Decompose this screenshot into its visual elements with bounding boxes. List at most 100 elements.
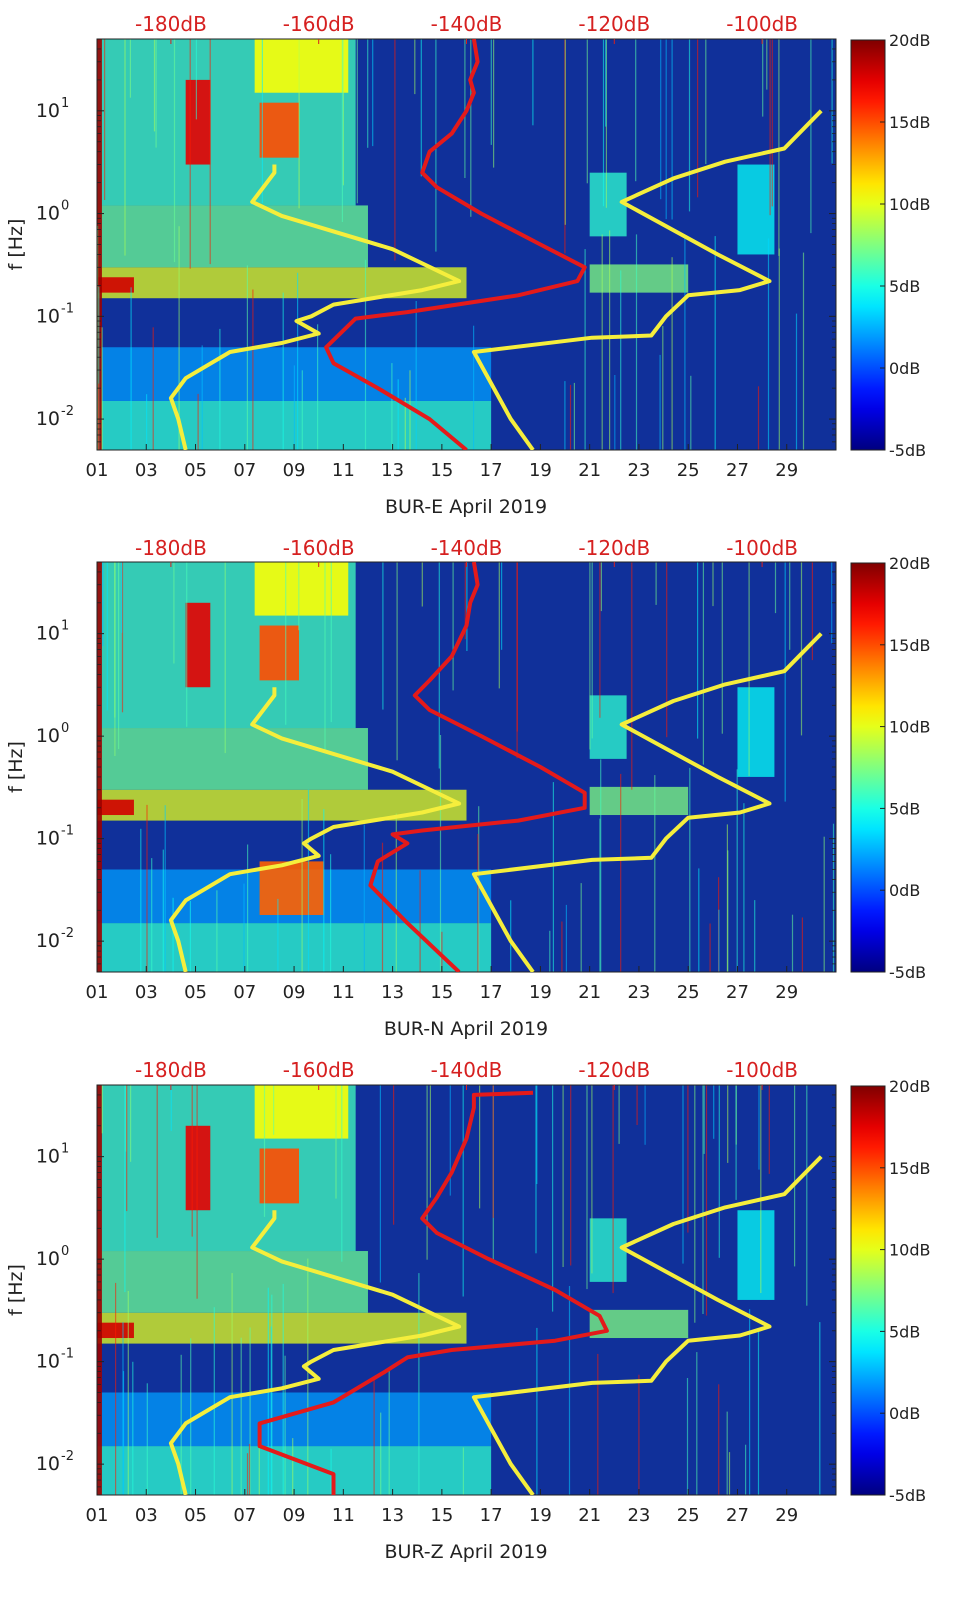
spectrogram-streak bbox=[102, 562, 104, 646]
x-tick-label: 29 bbox=[775, 982, 798, 1003]
spectrogram-streak bbox=[728, 1452, 731, 1495]
spectrogram-streak bbox=[180, 1354, 182, 1495]
colorbar-tick-label: -5dB bbox=[889, 963, 926, 982]
spectrogram-streak bbox=[767, 238, 770, 450]
top-db-tick-label: -140dB bbox=[431, 1058, 503, 1082]
spectrogram-hotspot bbox=[97, 277, 134, 293]
spectrogram-streak bbox=[492, 1085, 494, 1218]
spectrogram-streak bbox=[186, 562, 188, 727]
x-tick-label: 25 bbox=[677, 982, 700, 1003]
x-tick-label: 15 bbox=[430, 1505, 453, 1526]
spectrogram-streak bbox=[140, 828, 142, 972]
spectrogram-streak bbox=[644, 1085, 646, 1145]
spectrogram-streak bbox=[421, 562, 423, 607]
y-tick-exponent: 0 bbox=[61, 199, 69, 214]
spectrogram-streak bbox=[307, 789, 310, 972]
spectrogram-streak bbox=[364, 259, 367, 450]
spectrogram-streak bbox=[213, 1307, 215, 1495]
x-tick-label: 19 bbox=[529, 982, 552, 1003]
spectrogram-streak bbox=[778, 39, 780, 256]
spectrogram-streak bbox=[671, 257, 673, 450]
spectrogram-hotspot bbox=[185, 1125, 211, 1211]
x-tick-label: 29 bbox=[775, 1505, 798, 1526]
spectrogram-streak bbox=[698, 868, 700, 972]
top-db-tick-label: -100dB bbox=[726, 12, 798, 36]
spectrogram-streak bbox=[273, 1085, 275, 1135]
spectrogram-streak bbox=[464, 562, 466, 640]
spectrogram-streak bbox=[106, 562, 108, 711]
y-tick-exponent: -1 bbox=[61, 301, 74, 316]
spectrogram-streak bbox=[391, 363, 393, 450]
spectrogram-streak bbox=[382, 562, 384, 710]
spectrogram-streak bbox=[665, 39, 667, 220]
spectrogram-streak bbox=[586, 39, 588, 184]
colorbar-tick-label: 10dB bbox=[889, 1241, 931, 1260]
spectrogram-streak bbox=[271, 1294, 273, 1495]
spectrogram-streak bbox=[562, 1085, 564, 1267]
spectrogram-streak bbox=[795, 313, 798, 450]
x-tick-label: 19 bbox=[529, 1505, 552, 1526]
spectrogram-streak bbox=[379, 1085, 381, 1283]
spectrogram-streak bbox=[697, 39, 699, 198]
spectrogram-hotspot bbox=[259, 1148, 299, 1204]
colorbar-tick-label: 5dB bbox=[889, 277, 920, 296]
spectrogram-streak bbox=[243, 883, 245, 972]
spectrogram-streak bbox=[573, 382, 575, 450]
spectrogram-streak bbox=[317, 324, 319, 450]
spectrogram-streak bbox=[196, 1085, 198, 1299]
spectrogram-streak bbox=[298, 39, 300, 209]
spectrogram-band bbox=[589, 172, 627, 237]
spectrogram-streak bbox=[686, 1378, 689, 1495]
spectrogram-streak bbox=[170, 1085, 172, 1131]
spectrogram-streak bbox=[173, 562, 175, 664]
spectrogram-streak bbox=[784, 562, 786, 802]
spectrogram-streak bbox=[689, 767, 691, 972]
spectrogram-streak bbox=[635, 234, 638, 450]
spectrogram-band bbox=[97, 923, 492, 972]
colorbar-tick-label: 5dB bbox=[889, 799, 920, 818]
spectrogram-streak bbox=[462, 1447, 464, 1495]
spectrogram-streak bbox=[768, 1085, 770, 1174]
spectrogram-streak bbox=[452, 562, 454, 691]
x-tick-label: 17 bbox=[480, 1505, 503, 1526]
spectrogram-streak bbox=[189, 901, 191, 972]
spectrogram-streak bbox=[612, 1085, 614, 1294]
spectrogram-streak bbox=[404, 397, 406, 450]
yellow-reference-curve-2 bbox=[471, 1155, 823, 1495]
spectrogram-streak bbox=[726, 824, 728, 972]
x-tick-label: 03 bbox=[135, 982, 158, 1003]
spectrogram-streak bbox=[791, 914, 794, 972]
x-tick-label: 25 bbox=[677, 1505, 700, 1526]
spectrogram-streak bbox=[130, 1085, 132, 1162]
spectrogram-streak bbox=[811, 562, 813, 661]
x-tick-label: 13 bbox=[381, 982, 404, 1003]
spectrogram-streak bbox=[323, 809, 325, 972]
y-tick-label: 10 bbox=[36, 100, 60, 122]
spectrogram-streak bbox=[718, 909, 720, 972]
top-db-tick-label: -180dB bbox=[135, 1058, 207, 1082]
spectrogram-streak bbox=[501, 562, 503, 650]
x-axis-label: BUR-Z April 2019 bbox=[384, 1541, 547, 1563]
colorbar-tick-label: -5dB bbox=[889, 441, 926, 460]
spectrogram-streak bbox=[806, 1085, 808, 1306]
spectrogram-streak bbox=[600, 562, 602, 612]
spectrogram-streak bbox=[249, 1327, 251, 1495]
spectrogram-streak bbox=[307, 1258, 309, 1495]
spectrogram-streak bbox=[569, 384, 572, 450]
spectrogram-streak bbox=[552, 782, 554, 972]
spectrogram-streak bbox=[620, 773, 622, 972]
yellow-reference-curve-1 bbox=[168, 1210, 462, 1495]
spectrogram-streak bbox=[415, 301, 417, 450]
spectrogram-streak bbox=[414, 39, 416, 95]
spectrogram-streak bbox=[778, 248, 780, 450]
x-tick-label: 13 bbox=[381, 1505, 404, 1526]
spectrogram-streak bbox=[743, 803, 745, 972]
spectrogram-streak bbox=[246, 1453, 249, 1495]
spectrogram-streak bbox=[754, 900, 756, 972]
spectrogram-streak bbox=[757, 1330, 760, 1495]
spectrogram-streak bbox=[662, 326, 664, 450]
spectrogram-streak bbox=[766, 39, 768, 90]
spectrogram-streak bbox=[771, 39, 773, 207]
spectrogram-streak bbox=[118, 562, 120, 749]
x-tick-label: 25 bbox=[677, 460, 700, 481]
